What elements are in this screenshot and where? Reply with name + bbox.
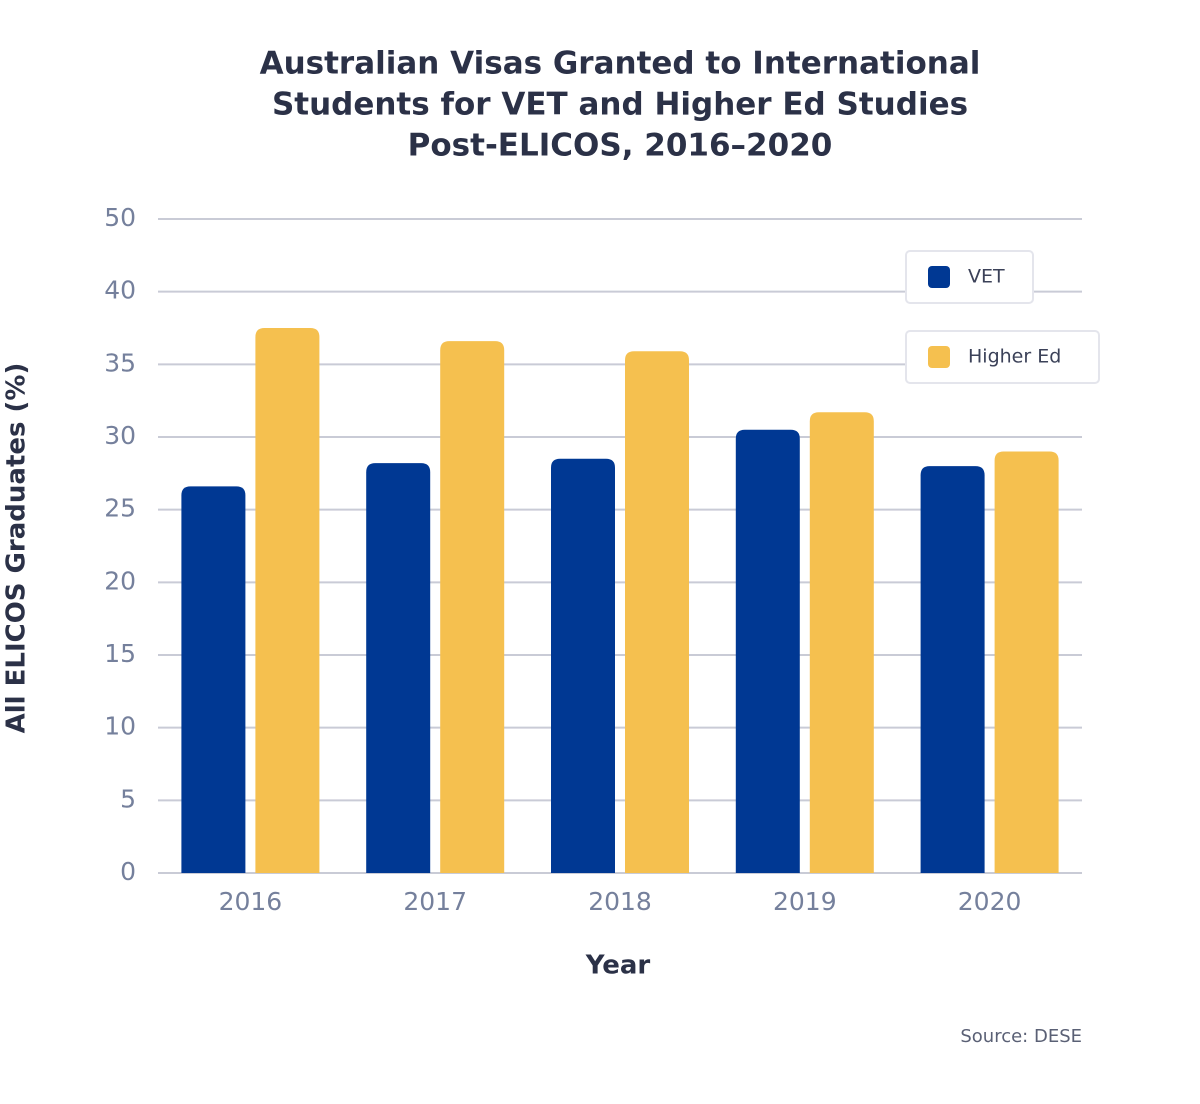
bar <box>366 463 431 873</box>
bar <box>255 328 320 873</box>
bar <box>551 458 615 873</box>
y-tick-label: 35 <box>104 348 136 377</box>
bar <box>994 451 1059 873</box>
x-axis-label: Year <box>585 951 651 981</box>
chart-title: Australian Visas Granted to Internationa… <box>260 46 981 82</box>
y-tick-label: 15 <box>104 639 136 668</box>
bar <box>809 412 874 873</box>
y-tick-label: 20 <box>104 566 136 595</box>
y-tick-label: 40 <box>104 276 136 305</box>
y-tick-label: 30 <box>104 421 136 450</box>
legend-label: VET <box>968 266 1005 288</box>
y-tick-label: 50 <box>104 203 136 232</box>
y-axis-label: All ELICOS Graduates (%) <box>2 363 32 734</box>
source: Source: DESE <box>960 1026 1082 1047</box>
legend-swatch <box>928 266 950 288</box>
legend-swatch <box>928 346 950 368</box>
x-tick-label: 2017 <box>403 887 467 916</box>
x-tick-label: 2019 <box>773 887 837 916</box>
x-tick-label: 2016 <box>219 887 283 916</box>
bar <box>181 486 246 873</box>
bar <box>920 466 985 873</box>
bar <box>625 351 689 874</box>
chart-title: Post-ELICOS, 2016–2020 <box>408 128 833 164</box>
y-tick-label: 10 <box>104 712 136 741</box>
legend-label: Higher Ed <box>968 346 1061 368</box>
x-tick-label: 2020 <box>958 887 1022 916</box>
chart-title: Students for VET and Higher Ed Studies <box>272 87 968 123</box>
bar <box>735 429 800 873</box>
legend-box <box>905 330 1100 384</box>
y-tick-label: 25 <box>104 494 136 523</box>
y-tick-label: 5 <box>120 784 136 813</box>
bar <box>440 341 505 874</box>
legend-box <box>905 250 1034 304</box>
y-tick-label: 0 <box>120 857 136 886</box>
x-tick-label: 2018 <box>588 887 652 916</box>
